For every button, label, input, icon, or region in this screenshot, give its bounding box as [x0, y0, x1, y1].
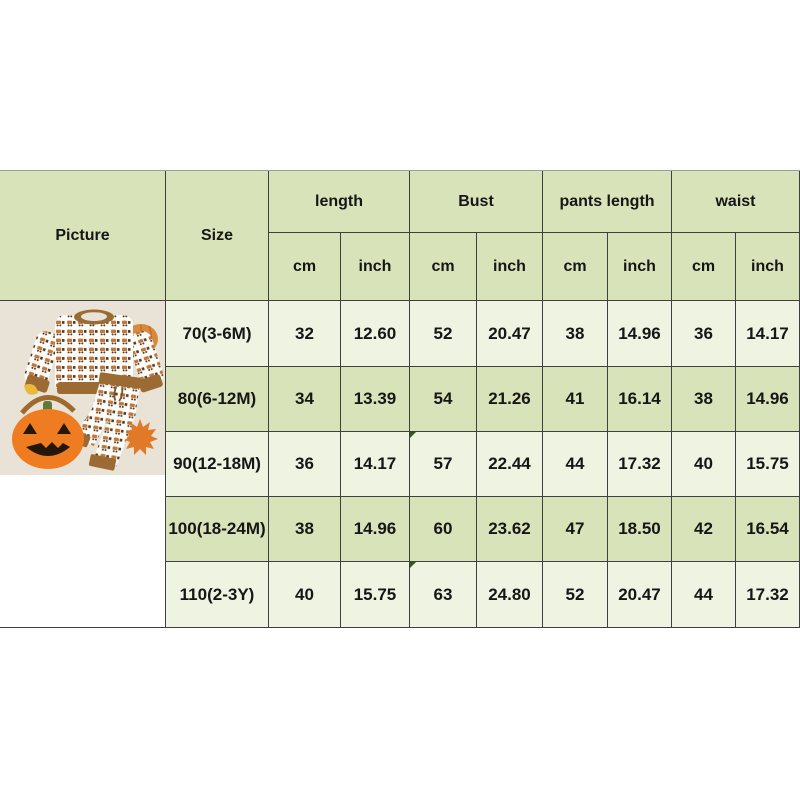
- unit-header-pants-cm: cm: [543, 233, 608, 301]
- picture-cell: [0, 301, 166, 628]
- table-cell: 54: [410, 367, 477, 432]
- table-cell: 24.80: [477, 562, 543, 628]
- table-cell: 38: [543, 301, 608, 367]
- unit-header-waist-cm: cm: [672, 233, 736, 301]
- table-cell: 38: [269, 497, 341, 562]
- table-cell: 47: [543, 497, 608, 562]
- group-header-pants-length: pants length: [543, 171, 672, 233]
- unit-header-bust-cm: cm: [410, 233, 477, 301]
- table-cell: 14.17: [341, 432, 410, 497]
- group-header-bust: Bust: [410, 171, 543, 233]
- table-cell: 57: [410, 432, 477, 497]
- table-cell: 60: [410, 497, 477, 562]
- table-cell: 42: [672, 497, 736, 562]
- table-cell: 32: [269, 301, 341, 367]
- group-header-waist: waist: [672, 171, 800, 233]
- table-cell: 14.17: [736, 301, 800, 367]
- table-cell: 38: [672, 367, 736, 432]
- table-cell: 52: [410, 301, 477, 367]
- table-cell: 15.75: [341, 562, 410, 628]
- unit-header-length-inch: inch: [341, 233, 410, 301]
- table-cell: 14.96: [736, 367, 800, 432]
- table-cell: 18.50: [608, 497, 672, 562]
- table-cell: 41: [543, 367, 608, 432]
- table-cell: 12.60: [341, 301, 410, 367]
- table-cell: 36: [269, 432, 341, 497]
- size-label: 90(12-18M): [166, 432, 269, 497]
- header-size: Size: [166, 171, 269, 301]
- table-cell: 16.54: [736, 497, 800, 562]
- size-label: 70(3-6M): [166, 301, 269, 367]
- size-label: 100(18-24M): [166, 497, 269, 562]
- group-header-length: length: [269, 171, 410, 233]
- unit-header-length-cm: cm: [269, 233, 341, 301]
- table-cell: 34: [269, 367, 341, 432]
- table-cell: 22.44: [477, 432, 543, 497]
- table-cell: 63: [410, 562, 477, 628]
- product-photo: [0, 301, 165, 475]
- maple-leaf-icon: [122, 419, 158, 455]
- table-cell: 17.32: [608, 432, 672, 497]
- unit-header-bust-inch: inch: [477, 233, 543, 301]
- yellow-leaf-icon: [24, 384, 38, 395]
- table-cell: 17.32: [736, 562, 800, 628]
- table-cell: 44: [543, 432, 608, 497]
- unit-header-waist-inch: inch: [736, 233, 800, 301]
- table-cell: 44: [672, 562, 736, 628]
- size-chart-table: Picture Size length Bust pants length wa…: [0, 170, 800, 628]
- unit-header-pants-inch: inch: [608, 233, 672, 301]
- table-cell: 20.47: [477, 301, 543, 367]
- table-cell: 52: [543, 562, 608, 628]
- header-picture: Picture: [0, 171, 166, 301]
- size-label: 110(2-3Y): [166, 562, 269, 628]
- cell-corner-triangle: [410, 562, 416, 568]
- table-cell: 40: [269, 562, 341, 628]
- table-cell: 14.96: [341, 497, 410, 562]
- table-cell: 15.75: [736, 432, 800, 497]
- table-cell: 40: [672, 432, 736, 497]
- table-cell: 16.14: [608, 367, 672, 432]
- table-cell: 21.26: [477, 367, 543, 432]
- table-cell: 23.62: [477, 497, 543, 562]
- cell-corner-triangle: [410, 432, 416, 438]
- size-label: 80(6-12M): [166, 367, 269, 432]
- table-cell: 36: [672, 301, 736, 367]
- table-cell: 20.47: [608, 562, 672, 628]
- pumpkin-basket-icon: [12, 384, 84, 469]
- table-cell: 14.96: [608, 301, 672, 367]
- table-cell: 13.39: [341, 367, 410, 432]
